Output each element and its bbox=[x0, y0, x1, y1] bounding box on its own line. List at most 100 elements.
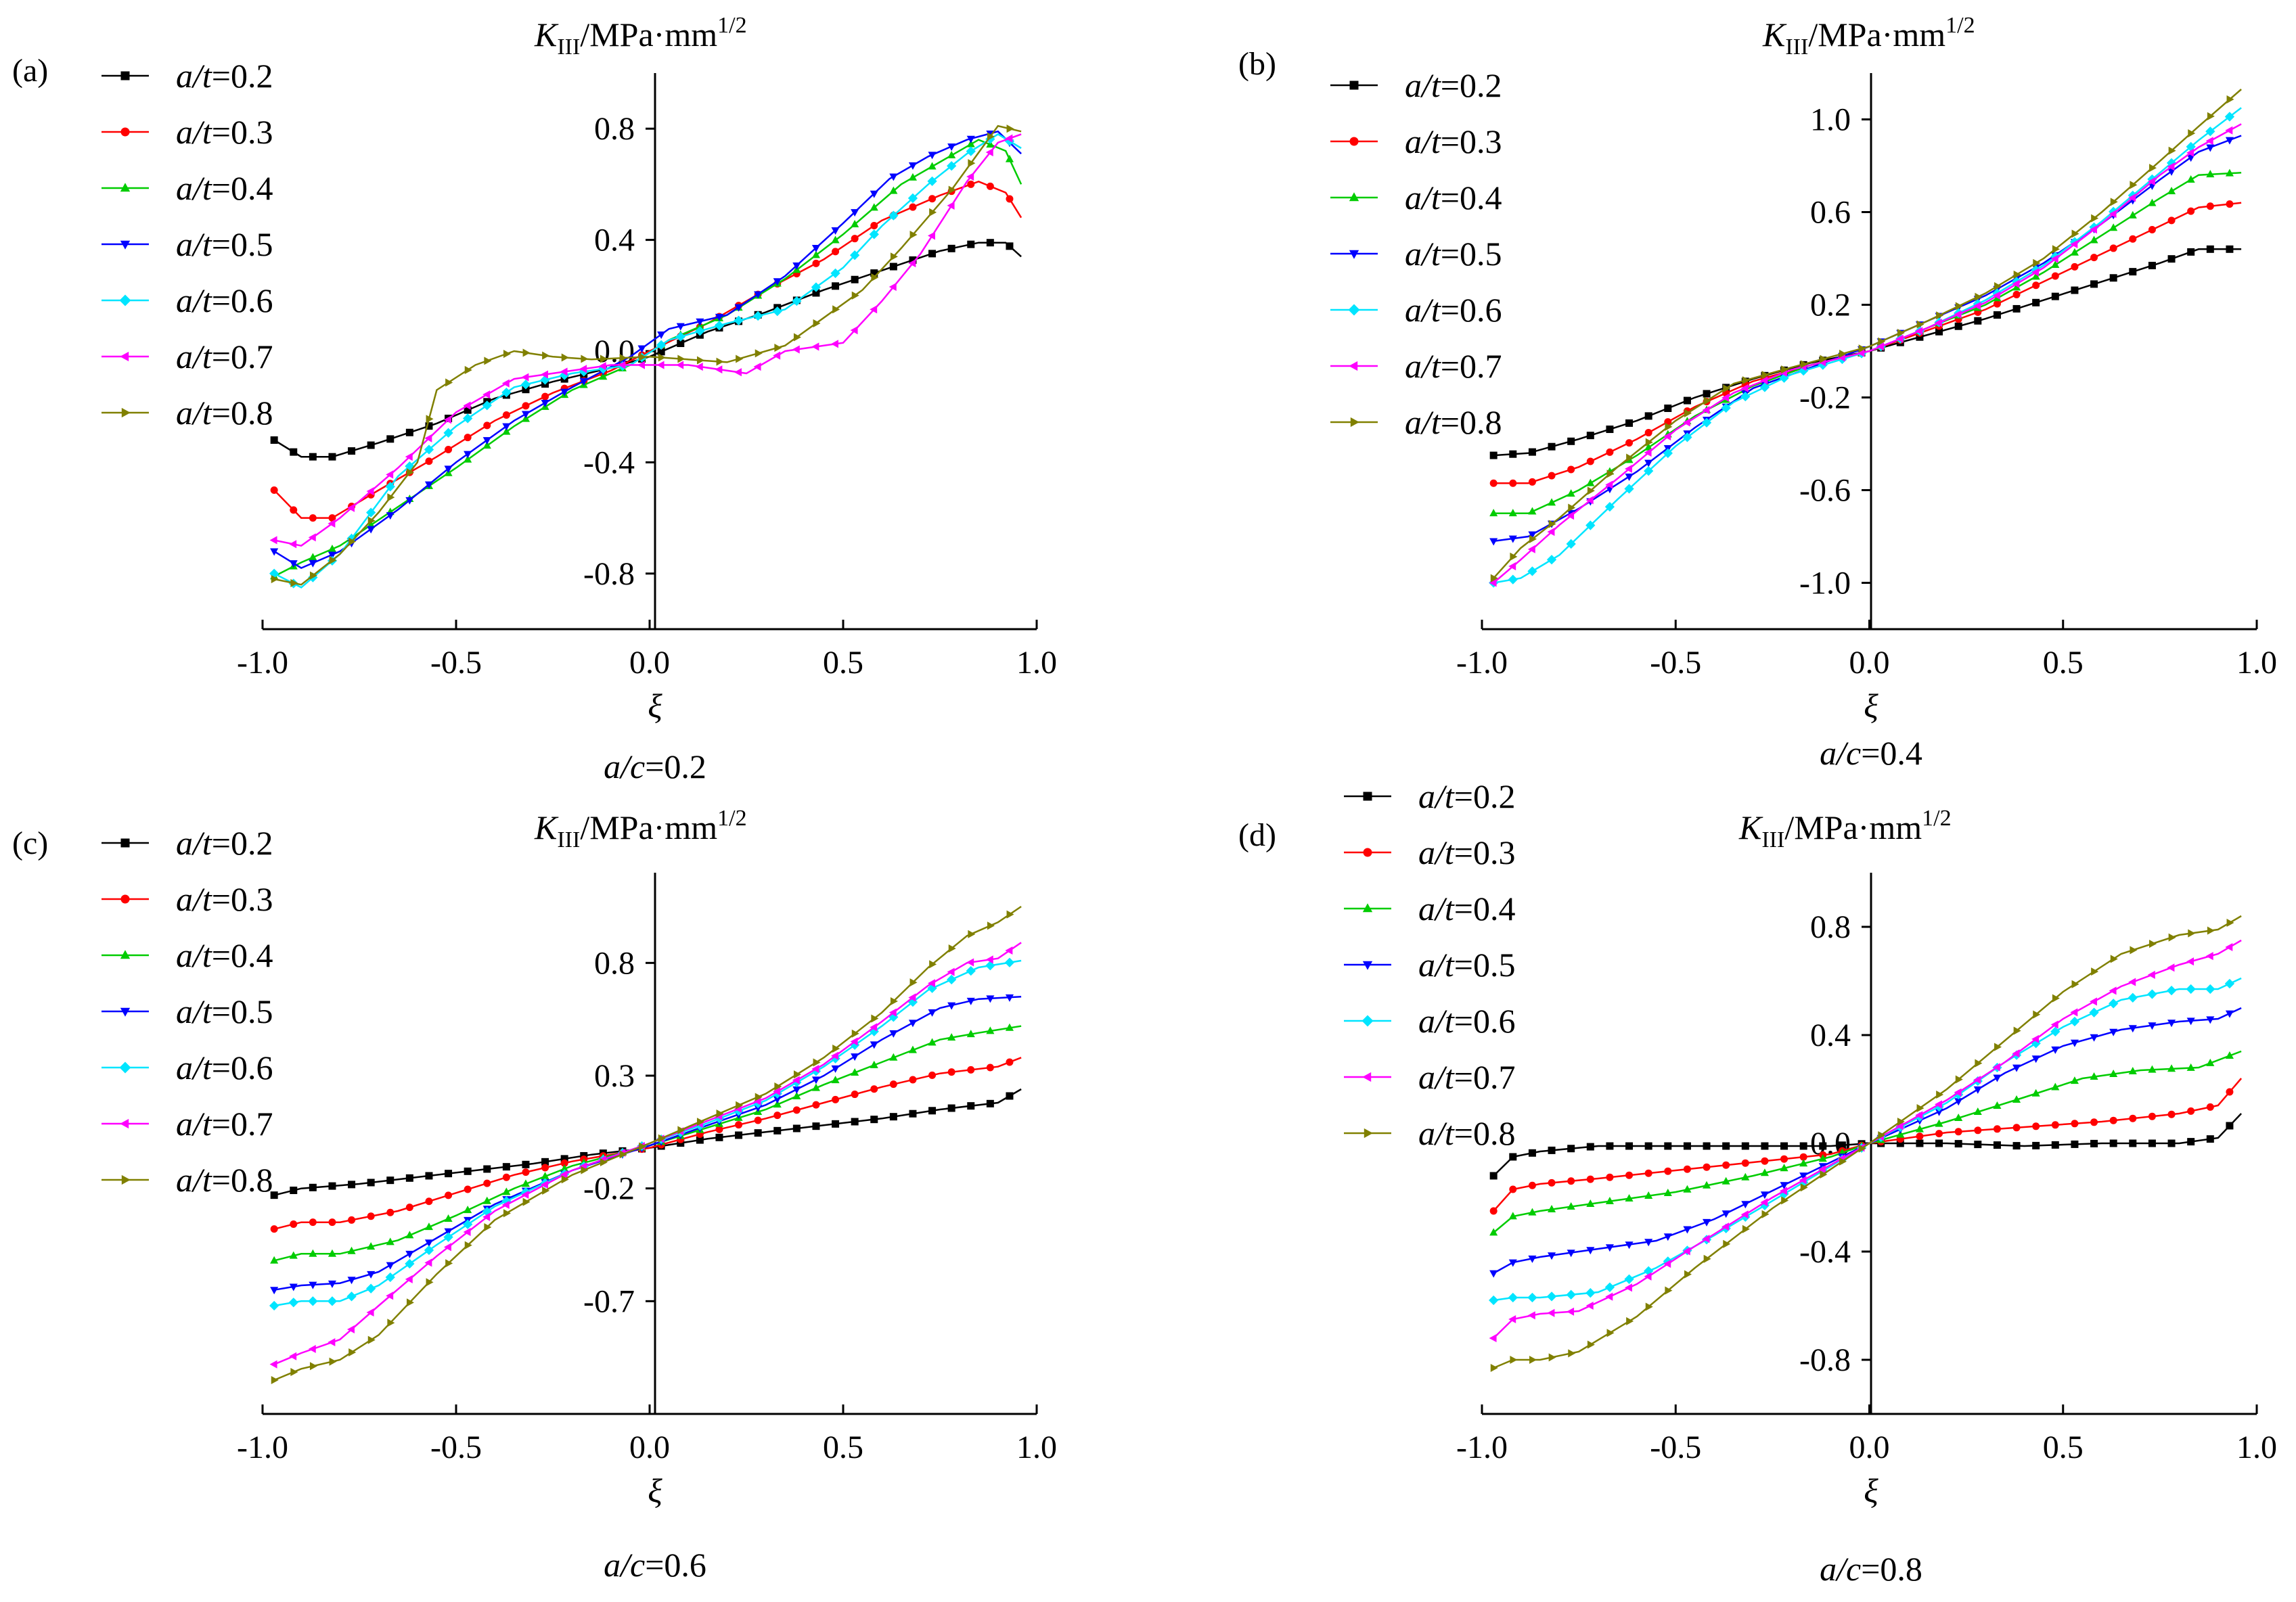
data-point bbox=[1973, 1076, 1981, 1084]
data-point bbox=[830, 1051, 838, 1060]
data-point bbox=[851, 209, 859, 217]
data-point bbox=[695, 362, 703, 371]
data-point bbox=[2109, 1139, 2117, 1147]
data-point bbox=[1509, 1185, 1517, 1193]
x-tick-label: 0.5 bbox=[823, 1429, 863, 1465]
data-point bbox=[928, 152, 937, 160]
data-point bbox=[346, 1325, 355, 1334]
data-point bbox=[2090, 1118, 2098, 1126]
y-tick-label: 0.4 bbox=[594, 223, 635, 258]
legend-label-ratio: a/t bbox=[1405, 122, 1441, 160]
data-point bbox=[2167, 216, 2176, 225]
panel-caption: a/c=0.4 bbox=[1820, 734, 1922, 772]
data-point bbox=[348, 447, 356, 455]
data-point bbox=[2206, 1058, 2215, 1066]
legend-label: a/t=0.4 bbox=[176, 169, 273, 207]
data-point bbox=[1703, 1218, 1711, 1227]
data-point bbox=[483, 1165, 491, 1173]
data-point bbox=[637, 361, 645, 369]
data-point bbox=[2109, 999, 2119, 1009]
data-point bbox=[1682, 1247, 1690, 1256]
data-point bbox=[2167, 187, 2176, 195]
data-point bbox=[851, 1068, 859, 1076]
data-point bbox=[1005, 946, 1013, 955]
data-point bbox=[270, 1225, 278, 1233]
legend-entry: a/t=0.6 bbox=[102, 281, 273, 319]
data-point bbox=[735, 1121, 743, 1129]
data-point bbox=[753, 1097, 761, 1105]
data-point bbox=[1723, 384, 1731, 393]
data-point bbox=[2167, 1139, 2176, 1147]
data-point bbox=[677, 354, 685, 363]
data-point bbox=[2206, 170, 2215, 178]
legend-label-ratio: a/t bbox=[1418, 1002, 1455, 1040]
legend-label-value: =0.6 bbox=[1441, 291, 1502, 329]
caption-value: =0.2 bbox=[645, 748, 706, 785]
data-point bbox=[774, 1082, 782, 1091]
data-point bbox=[1878, 1130, 1886, 1140]
data-point bbox=[328, 545, 337, 553]
data-point bbox=[2109, 1116, 2117, 1124]
x-tick-label: -1.0 bbox=[237, 645, 288, 681]
data-point bbox=[1799, 1153, 1807, 1161]
legend-label: a/t=0.4 bbox=[1405, 179, 1502, 216]
legend-label: a/t=0.3 bbox=[176, 880, 273, 918]
data-point bbox=[928, 1038, 937, 1046]
caption-value: =0.4 bbox=[1861, 734, 1922, 772]
data-point bbox=[1683, 1142, 1691, 1150]
panel-tag: (a) bbox=[12, 53, 48, 89]
data-point bbox=[522, 1197, 531, 1206]
data-point bbox=[773, 1100, 782, 1108]
data-point bbox=[1508, 535, 1517, 543]
data-point bbox=[831, 1065, 840, 1073]
data-point bbox=[871, 1014, 879, 1023]
data-point bbox=[813, 319, 821, 327]
legend-label-value: =0.6 bbox=[212, 281, 273, 319]
data-point bbox=[1567, 1307, 1575, 1316]
data-point bbox=[346, 503, 355, 512]
data-point bbox=[1663, 1189, 1672, 1196]
data-point bbox=[1703, 396, 1711, 405]
data-point bbox=[1489, 509, 1498, 517]
data-point bbox=[2090, 1034, 2098, 1042]
data-point bbox=[405, 1231, 414, 1239]
data-point bbox=[445, 1170, 453, 1178]
data-point bbox=[830, 268, 840, 279]
x-tick-label: 0.0 bbox=[629, 1429, 670, 1465]
data-point bbox=[2129, 1114, 2137, 1122]
data-point bbox=[309, 559, 317, 568]
data-point bbox=[676, 323, 685, 331]
data-point bbox=[1936, 311, 1944, 320]
data-point bbox=[850, 326, 858, 335]
data-point bbox=[367, 1271, 376, 1279]
legend-label-ratio: a/t bbox=[176, 394, 212, 432]
data-point bbox=[444, 465, 453, 474]
caption-ratio: a/c bbox=[604, 748, 645, 785]
legend-label-value: =0.4 bbox=[212, 169, 273, 207]
data-point bbox=[773, 1087, 781, 1096]
legend-label-value: =0.7 bbox=[212, 1105, 273, 1143]
data-point bbox=[2051, 1141, 2059, 1149]
data-point bbox=[715, 1133, 723, 1141]
legend-label-value: =0.8 bbox=[1441, 403, 1502, 441]
series-line bbox=[1493, 202, 2242, 484]
data-point bbox=[445, 378, 453, 387]
data-point bbox=[443, 1232, 453, 1242]
data-point bbox=[1645, 1302, 1653, 1311]
data-point bbox=[1993, 1074, 2002, 1082]
data-point bbox=[2187, 207, 2195, 215]
data-point bbox=[1489, 1270, 1498, 1278]
data-point bbox=[1703, 1163, 1711, 1171]
data-point bbox=[734, 304, 743, 312]
data-point bbox=[870, 305, 878, 314]
data-point bbox=[947, 244, 955, 252]
data-point bbox=[1508, 1292, 1518, 1303]
data-point bbox=[1604, 1282, 1615, 1292]
data-point bbox=[560, 1170, 568, 1179]
series-line bbox=[273, 1088, 1022, 1196]
data-point bbox=[2166, 985, 2177, 996]
data-point bbox=[1955, 302, 1963, 311]
series-a-t-0-3 bbox=[1489, 200, 2242, 487]
data-point bbox=[1606, 1173, 1614, 1181]
data-point bbox=[1528, 507, 1537, 515]
